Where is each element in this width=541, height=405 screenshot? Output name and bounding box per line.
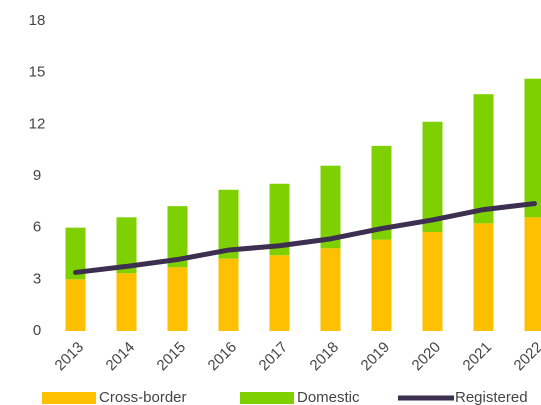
x-tick-label: 2022: [511, 339, 541, 375]
legend-swatch: [42, 392, 96, 404]
y-tick-label: 18: [29, 12, 46, 29]
legend-swatch: [240, 392, 294, 404]
bar: [473, 94, 494, 224]
bar: [116, 217, 137, 274]
bar: [320, 248, 341, 331]
x-tick-label: 2018: [307, 339, 343, 375]
bar: [422, 121, 443, 232]
legend-label: Domestic: [297, 389, 360, 405]
y-tick-label: 9: [33, 167, 41, 184]
y-tick-label: 6: [33, 219, 41, 236]
x-tick-label: 2015: [154, 339, 190, 375]
bar: [371, 239, 392, 331]
bar: [269, 183, 290, 256]
bar: [167, 267, 188, 331]
line: [73, 201, 537, 275]
x-tick-label: 2020: [409, 339, 445, 375]
x-tick-label: 2013: [52, 339, 88, 375]
y-tick-label: 3: [33, 270, 41, 287]
x-tick-label: 2021: [460, 339, 496, 375]
bar: [422, 231, 443, 331]
bar: [167, 206, 188, 268]
x-tick-label: 2014: [103, 339, 139, 375]
legend-label: Registered: [455, 389, 528, 405]
bar: [320, 165, 341, 249]
bar: [116, 273, 137, 331]
bar: [473, 223, 494, 331]
bar: [524, 78, 541, 218]
bar: [371, 145, 392, 240]
x-tick-label: 2019: [358, 339, 394, 375]
y-tick-label: 15: [29, 64, 46, 81]
x-tick-label: 2016: [205, 339, 241, 375]
bar: [218, 189, 239, 259]
y-tick-label: 0: [33, 322, 41, 339]
y-tick-label: 12: [29, 115, 46, 132]
legend-label: Cross-border: [99, 389, 187, 405]
bar: [65, 227, 86, 280]
bar: [218, 258, 239, 331]
bar: [269, 255, 290, 331]
x-tick-label: 2017: [256, 339, 292, 375]
bar: [65, 279, 86, 331]
bar: [524, 217, 541, 331]
